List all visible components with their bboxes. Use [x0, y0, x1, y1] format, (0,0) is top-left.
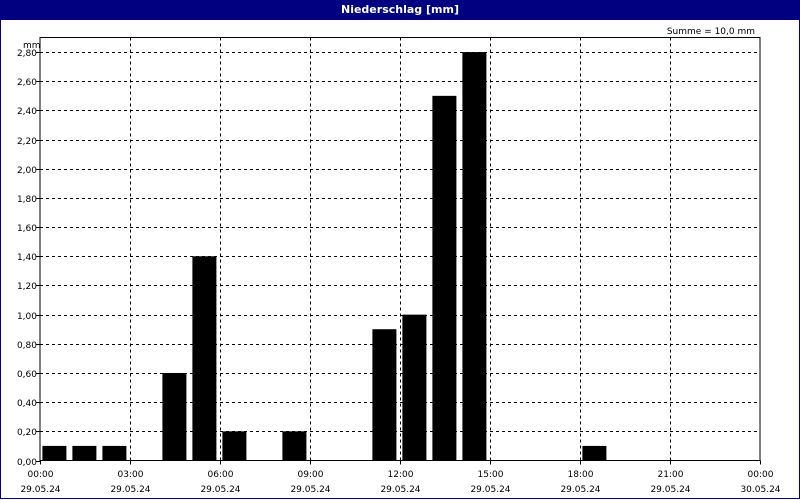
- chart-title: Niederschlag [mm]: [0, 0, 800, 20]
- bar-0200: [102, 445, 127, 461]
- y-tick-label: 1,60: [17, 224, 37, 234]
- bar-0400: [162, 372, 187, 461]
- x-tick-time: 09:00: [298, 470, 324, 480]
- bar-0800: [282, 431, 307, 461]
- bar-1100: [372, 329, 397, 461]
- bar-1800: [582, 445, 607, 461]
- bar-0600: [222, 431, 247, 461]
- y-tick-label: 2,60: [17, 78, 37, 88]
- x-tick-date: 29.05.24: [110, 485, 150, 495]
- y-tick-label: 0,60: [17, 370, 37, 380]
- x-axis-ticks: 00:00 29.05.24 03:00 29.05.24 06:00 29.05.24 0…: [20, 460, 781, 495]
- bar-1400: [462, 52, 487, 461]
- sum-label: Summe = 10,0 mm: [667, 27, 755, 37]
- bar-0000: [42, 445, 67, 461]
- x-tick-time: 00:00: [748, 470, 774, 480]
- y-tick-label: 0,40: [17, 399, 37, 409]
- y-tick-label: 2,40: [17, 107, 37, 117]
- x-tick-time: 06:00: [208, 470, 234, 480]
- y-tick-label: 0,00: [17, 458, 37, 468]
- bar-1300: [432, 95, 457, 461]
- x-tick-time: 00:00: [28, 470, 54, 480]
- x-tick-date: 29.05.24: [560, 485, 600, 495]
- y-axis-ticks: 0,00 0,20 0,40 0,60 0,80 1,00 1,20 1,40 1,60 1,80…: [17, 49, 40, 468]
- y-unit-label: mm: [23, 41, 41, 51]
- x-tick-date: 29.05.24: [200, 485, 240, 495]
- bars: [42, 52, 607, 461]
- y-tick-label: 1,40: [17, 253, 37, 263]
- y-tick-label: 2,80: [17, 49, 37, 59]
- x-tick-date: 29.05.24: [470, 485, 510, 495]
- bar-0100: [72, 445, 97, 461]
- y-tick-label: 1,00: [17, 312, 37, 322]
- bar-0500: [192, 256, 217, 461]
- x-tick-date: 29.05.24: [650, 485, 690, 495]
- y-tick-label: 0,80: [17, 341, 37, 351]
- x-tick-time: 12:00: [388, 470, 414, 480]
- x-tick-date: 30.05.24: [740, 485, 780, 495]
- y-tick-label: 0,20: [17, 428, 37, 438]
- x-tick-date: 29.05.24: [380, 485, 420, 495]
- y-tick-label: 1,20: [17, 282, 37, 292]
- y-tick-label: 1,80: [17, 195, 37, 205]
- x-tick-time: 03:00: [118, 470, 144, 480]
- x-tick-time: 15:00: [478, 470, 504, 480]
- x-tick-date: 29.05.24: [290, 485, 330, 495]
- x-tick-time: 18:00: [568, 470, 594, 480]
- precipitation-chart: 0,00 0,20 0,40 0,60 0,80 1,00 1,20 1,40 1,60 1,80…: [17, 27, 781, 495]
- x-tick-time: 21:00: [658, 470, 684, 480]
- y-tick-label: 2,00: [17, 166, 37, 176]
- y-tick-label: 2,20: [17, 137, 37, 147]
- x-tick-date: 29.05.24: [20, 485, 60, 495]
- bar-1200: [402, 314, 427, 461]
- grid: [40, 37, 760, 461]
